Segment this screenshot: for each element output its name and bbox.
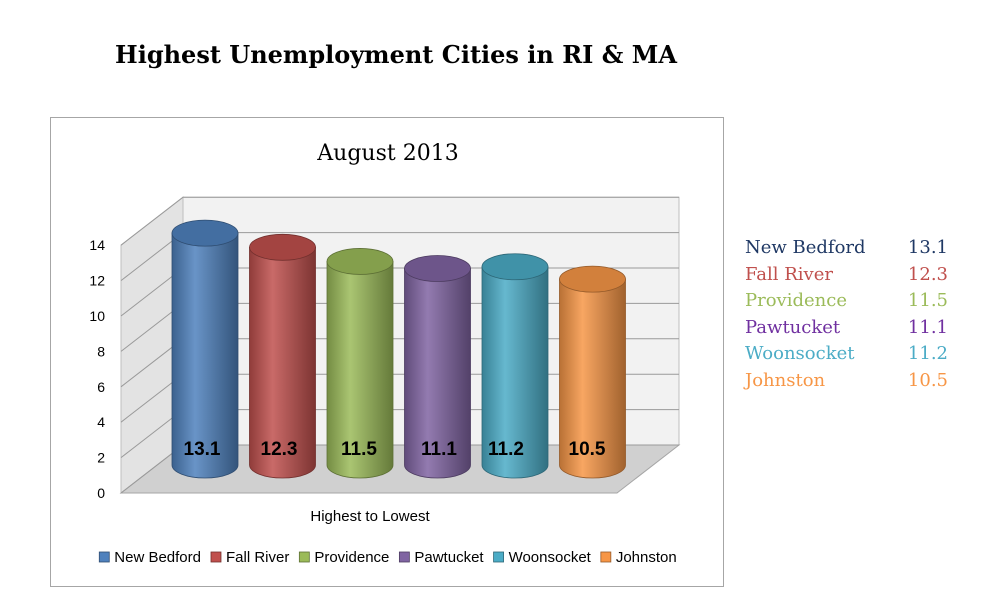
- bar-chart: 0 2 4 6 8 10 12 14 August 2013 13.1 12.3 11.5 11.1 11…: [89, 141, 681, 566]
- bar-new-bedford: [171, 232, 239, 479]
- gridline: [120, 196, 679, 246]
- x-axis-label: Highest to Lowest: [310, 508, 430, 525]
- legend-item: Providence: [314, 549, 389, 566]
- bar-woonsocket: [481, 266, 549, 479]
- chart-area: 0 2 4 6 8 10 12 14 August 2013 13.1 12.3 11.5 11.1 11…: [50, 117, 724, 587]
- legend-swatch: [210, 551, 222, 563]
- legend-item: Johnston: [616, 549, 677, 566]
- legend-item: Woonsocket: [509, 549, 592, 566]
- page-title: Highest Unemployment Cities in RI & MA: [115, 40, 677, 69]
- chart-title: August 2013: [316, 141, 458, 166]
- legend-swatch: [600, 551, 612, 563]
- bar-top-johnston: [559, 265, 626, 293]
- data-label: 10.5: [569, 439, 606, 460]
- data-label: 11.2: [488, 439, 524, 460]
- side-list-row: Pawtucket 11.1: [745, 315, 948, 342]
- y-tick-label: 12: [89, 273, 105, 289]
- side-list-label: Johnston: [745, 369, 826, 391]
- legend-swatch: [98, 551, 110, 563]
- y-tick-label: 6: [97, 379, 105, 395]
- side-list-label: New Bedford: [745, 237, 866, 258]
- data-label: 11.5: [341, 439, 377, 460]
- side-list-value: 13.1: [907, 237, 948, 258]
- side-list-row: Providence 11.5: [745, 288, 948, 315]
- side-list-value: 12.3: [907, 263, 948, 285]
- side-list-value: 11.2: [907, 343, 948, 365]
- data-label: 12.3: [261, 439, 298, 460]
- legend-swatch: [493, 551, 504, 563]
- y-tick-label: 10: [89, 308, 105, 324]
- legend-swatch: [398, 551, 410, 563]
- legend-item: Pawtucket: [414, 549, 484, 566]
- side-list-row: Johnston 10.5: [745, 368, 948, 395]
- data-label: 13.1: [184, 439, 221, 460]
- side-list-label: Woonsocket: [745, 343, 855, 365]
- y-tick-label: 0: [97, 485, 105, 501]
- side-list-label: Providence: [745, 290, 847, 312]
- y-tick-label: 2: [97, 450, 105, 466]
- side-list-value: 11.5: [907, 290, 948, 312]
- legend-item: New Bedford: [114, 549, 201, 566]
- bar-top-providence: [326, 248, 394, 275]
- side-list-label: Fall River: [745, 263, 833, 285]
- bar-providence: [326, 261, 394, 479]
- side-list-label: Pawtucket: [745, 316, 841, 338]
- bar-top-fall-river: [249, 233, 316, 261]
- y-tick-label: 14: [89, 237, 105, 253]
- side-list-row: Woonsocket 11.2: [745, 341, 948, 368]
- bar-top-new-bedford: [171, 219, 239, 247]
- legend-swatch: [298, 551, 310, 563]
- bar-fall-river: [249, 246, 316, 479]
- side-value-list: New Bedford 13.1 Fall River 12.3 Providence 1…: [745, 235, 965, 395]
- side-list-row: Fall River 12.3: [745, 262, 948, 289]
- bar-pawtucket: [404, 268, 471, 479]
- side-list-row: New Bedford 13.1: [745, 235, 948, 262]
- y-tick-label: 4: [97, 414, 105, 430]
- bar-johnston: [559, 278, 626, 479]
- data-label: 11.1: [421, 439, 457, 460]
- bar-top-woonsocket: [481, 253, 549, 281]
- side-list-value: 10.5: [907, 369, 948, 391]
- legend-item: Fall River: [226, 549, 289, 566]
- side-list-value: 11.1: [907, 316, 948, 338]
- y-tick-label: 8: [97, 343, 105, 359]
- bar-top-pawtucket: [404, 255, 471, 282]
